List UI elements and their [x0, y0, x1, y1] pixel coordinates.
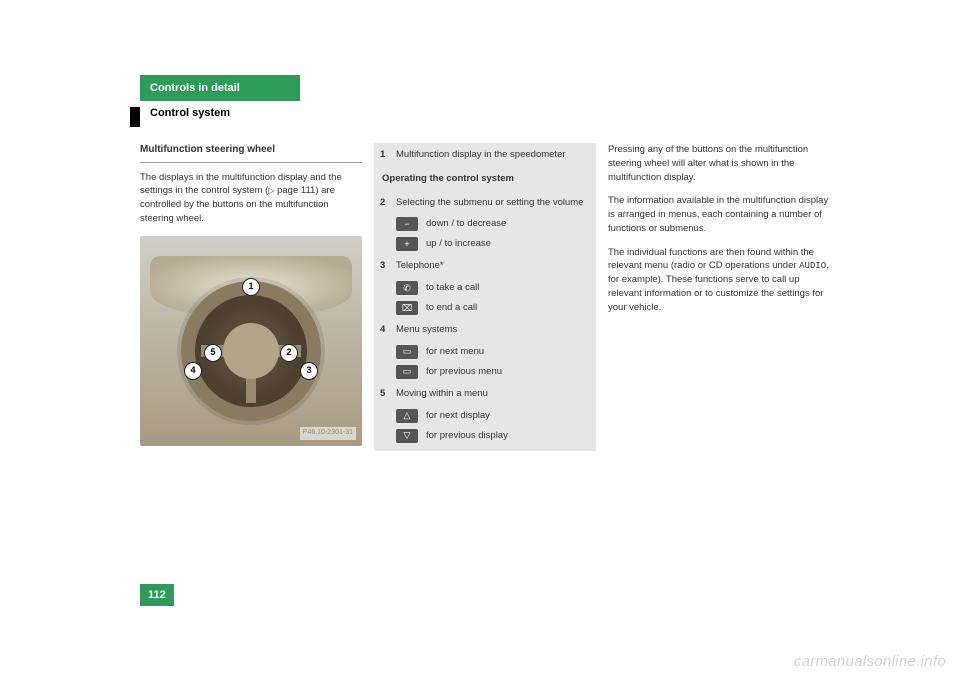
- watermark: carmanualsonline.info: [794, 653, 946, 670]
- column-2-legend: 1 Multifunction display in the speed­ome…: [374, 143, 596, 451]
- audio-label: AUDIO: [799, 261, 826, 271]
- column-1: Multifunction steering wheel The display…: [140, 143, 362, 451]
- callout-1: 1: [242, 278, 260, 296]
- legend-row-5: 5 Moving within a menu: [374, 382, 596, 406]
- callout-3: 3: [300, 362, 318, 380]
- phone-end-icon: ⌧: [396, 301, 418, 315]
- legend-row-3: 3 Telephone*: [374, 254, 596, 278]
- steering-wheel-photo: 1 2 3 4 5 P46.10-2301-31: [140, 236, 362, 446]
- legend-sub-text: for next menu: [426, 345, 484, 359]
- callout-4: 4: [184, 362, 202, 380]
- legend-text: Menu systems: [396, 323, 588, 337]
- legend-sub-4a: ▭ for next menu: [374, 342, 596, 362]
- legend-sub-text: down / to decrease: [426, 217, 506, 231]
- col1-para1: The displays in the multifunction displa…: [140, 171, 362, 226]
- col3-p3a: The individual functions are then found …: [608, 247, 814, 272]
- col3-p3: The individual functions are then found …: [608, 246, 830, 315]
- content-columns: Multifunction steering wheel The display…: [140, 143, 830, 451]
- legend-row-1: 1 Multifunction display in the speed­ome…: [374, 143, 596, 167]
- prev-display-icon: ▽: [396, 429, 418, 443]
- col1-heading: Multifunction steering wheel: [140, 143, 362, 163]
- next-menu-icon: ▭: [396, 345, 418, 359]
- legend-row-4: 4 Menu systems: [374, 318, 596, 342]
- legend-num: 4: [380, 323, 396, 337]
- legend-text: Moving within a menu: [396, 387, 588, 401]
- legend-sub-text: up / to increase: [426, 237, 491, 251]
- legend-sub-3a: ✆ to take a call: [374, 278, 596, 298]
- steering-wheel: [181, 281, 321, 421]
- col3-p2: The information available in the multifu…: [608, 194, 830, 235]
- legend-sub-5a: △ for next display: [374, 406, 596, 426]
- legend-heading: Operating the control system: [374, 167, 596, 191]
- column-3: Pressing any of the buttons on the multi…: [608, 143, 830, 451]
- section-header: Control system: [140, 101, 830, 125]
- legend-sub-3b: ⌧ to end a call: [374, 298, 596, 318]
- chapter-header: Controls in detail: [140, 75, 300, 101]
- side-tab: [130, 107, 140, 127]
- legend-sub-text: to end a call: [426, 301, 477, 315]
- phone-answer-icon: ✆: [396, 281, 418, 295]
- next-display-icon: △: [396, 409, 418, 423]
- legend-sub-2b: + up / to increase: [374, 234, 596, 254]
- prev-menu-icon: ▭: [396, 365, 418, 379]
- legend-sub-text: for previous menu: [426, 365, 502, 379]
- legend-text: Multifunction display in the speed­omete…: [396, 148, 588, 162]
- legend-row-2: 2 Selecting the submenu or setting the v…: [374, 191, 596, 215]
- legend-sub-text: for previous display: [426, 429, 508, 443]
- wheel-hub: [223, 323, 279, 379]
- legend-num: 5: [380, 387, 396, 401]
- callout-5: 5: [204, 344, 222, 362]
- legend-sub-4b: ▭ for previous menu: [374, 362, 596, 382]
- plus-icon: +: [396, 237, 418, 251]
- legend-num: 2: [380, 196, 396, 210]
- legend-text: Telephone*: [396, 259, 588, 273]
- legend-sub-2a: − down / to decrease: [374, 214, 596, 234]
- legend-num: 1: [380, 148, 396, 162]
- legend-text: Selecting the submenu or setting the vol…: [396, 196, 588, 210]
- minus-icon: −: [396, 217, 418, 231]
- legend-sub-5b: ▽ for previous display: [374, 426, 596, 451]
- legend-sub-text: for next display: [426, 409, 490, 423]
- legend-sub-text: to take a call: [426, 281, 479, 295]
- photo-id: P46.10-2301-31: [300, 427, 356, 439]
- callout-2: 2: [280, 344, 298, 362]
- col3-p1: Pressing any of the buttons on the multi…: [608, 143, 830, 184]
- manual-page: Controls in detail Control system Multif…: [140, 75, 830, 451]
- page-number: 112: [140, 584, 174, 606]
- legend-num: 3: [380, 259, 396, 273]
